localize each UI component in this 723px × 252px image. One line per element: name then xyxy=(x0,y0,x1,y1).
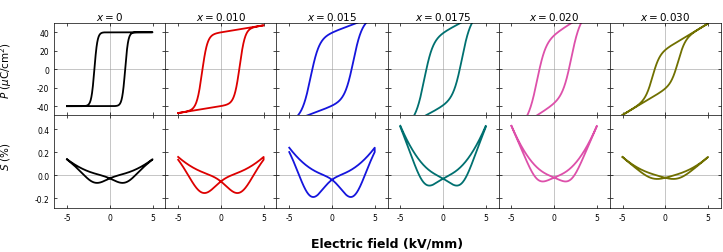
Text: $P$ ($\mu$C/cm$^2$): $P$ ($\mu$C/cm$^2$) xyxy=(0,42,14,99)
Title: $x = 0.020$: $x = 0.020$ xyxy=(529,11,579,23)
Text: Electric field (kV/mm): Electric field (kV/mm) xyxy=(311,237,463,249)
Text: $S$ (%): $S$ (%) xyxy=(0,142,12,171)
Title: $x = 0.010$: $x = 0.010$ xyxy=(196,11,246,23)
Title: $x = 0.0175$: $x = 0.0175$ xyxy=(415,11,471,23)
Title: $x = 0.030$: $x = 0.030$ xyxy=(641,11,690,23)
Title: $x = 0.015$: $x = 0.015$ xyxy=(307,11,357,23)
Title: $x = 0$: $x = 0$ xyxy=(96,11,124,23)
